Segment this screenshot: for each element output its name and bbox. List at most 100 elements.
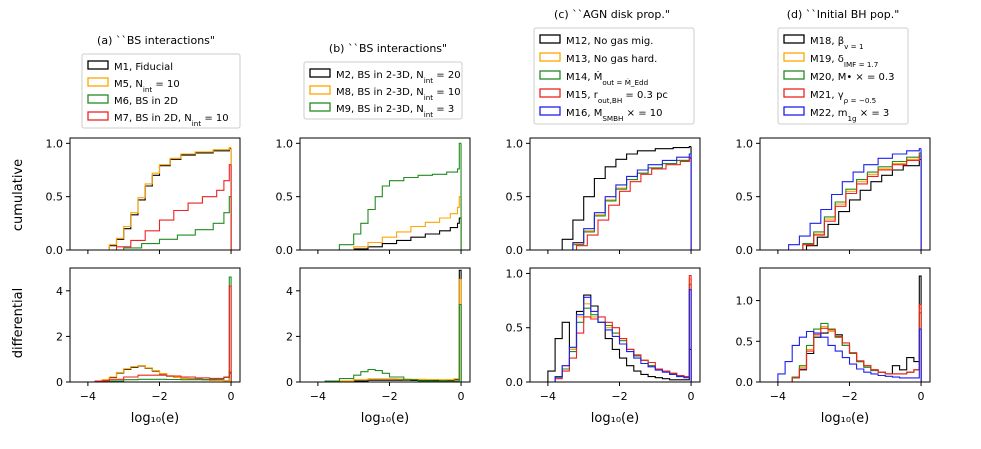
cumulative-series-line [792,153,922,251]
panel-d: (d) ``Initial BH pop." M18, βv = 1 M19, δI… [736,8,931,426]
cumulative-axes: 0.0 0.5 1.0 [46,137,241,257]
y-tick-label: 0.0 [506,244,524,257]
differential-axes: 0.0 0.5 1.0 −4 −2 0 log₁₀(e) [736,267,931,426]
differential-series-line [791,304,922,382]
legend-entry: M21, γρ = −0.5 [810,90,876,105]
differential-series-line [94,276,232,383]
x-tick-label: 0 [688,390,695,403]
legend-entry: M13, No gas hard. [566,54,657,65]
x-axis-label: log₁₀(e) [821,411,869,426]
panel-c: (c) ``AGN disk prop." M12, No gas mig. M13… [506,8,701,426]
cumulative-frame [299,137,471,251]
legend-entry: M14, Ṁout = Ṁ_Edd [566,70,648,87]
y-tick-label: 1.0 [506,267,524,280]
cumulative-series-line [98,147,232,251]
legend-swatch [309,85,331,95]
cumulative-frame [759,137,931,251]
ylabel-differential: differential [11,288,26,358]
legend-entry: M16, MSMBH × = 10 [566,108,663,123]
legend-swatch [87,111,109,121]
cumulative-axes: 0.0 0.5 1.0 [506,137,701,257]
x-tick-label: −4 [540,390,556,403]
legend-frame [81,53,241,129]
legend-swatch [87,94,109,104]
legend-entry: M22, m1g × = 3 [810,108,889,123]
legend-swatch [309,68,331,78]
legend-entry: M2, BS in 2-3D, Nint = 20 [336,70,461,85]
cumulative-frame [529,137,701,251]
differential-axes: 0 2 4 −4 −2 0 log₁₀(e) [286,267,471,426]
panel-title: (b) ``BS interactions" [329,42,447,55]
differential-series-line [554,275,692,382]
legend-entry: M7, BS in 2D, Nint = 10 [114,113,229,128]
differential-series-line [554,278,692,382]
panel-title: (c) ``AGN disk prop." [554,8,670,21]
legend-swatch [539,70,561,80]
cumulative-series-line [98,148,232,251]
legend: M2, BS in 2-3D, Nint = 20 M8, BS in 2-3D,… [303,61,463,120]
x-tick-label: −4 [80,390,96,403]
legend-entry: M9, BS in 2-3D, Nint = 3 [336,104,454,119]
cumulative-series-line [777,148,922,251]
legend-swatch [309,102,331,112]
legend-frame [303,61,463,120]
x-tick-label: 0 [458,390,465,403]
differential-frame [529,267,701,383]
y-tick-label: 0 [56,376,63,389]
legend-frame [777,27,909,125]
legend-entry: M12, No gas mig. [566,36,653,47]
legend-entry: M5, Nint = 10 [114,79,180,94]
x-tick-label: 0 [918,390,925,403]
cumulative-series-line [792,152,922,251]
differential-series-line [324,278,462,383]
legend-swatch [87,60,109,70]
legend-swatch [783,106,805,116]
differential-frame [759,267,931,383]
y-tick-label: 0.0 [46,244,64,257]
legend-swatch [87,77,109,87]
ylabel-cumulative: cumulative [11,159,26,231]
panel-title: (d) ``Initial BH pop." [787,8,900,21]
panel-b: (b) ``BS interactions" M2, BS in 2-3D, Ni… [276,42,471,426]
y-tick-label: 0.0 [736,376,754,389]
differential-series-line [791,312,922,382]
x-tick-label: −2 [611,390,627,403]
y-tick-label: 0 [286,376,293,389]
legend-entry: M15, rout,BH = 0.3 pc [566,90,668,105]
y-tick-label: 1.0 [736,295,754,308]
cumulative-series-line [339,196,462,251]
cumulative-series-line [562,157,692,251]
differential-series-line [324,269,462,383]
cumulative-series-line [565,157,692,251]
y-tick-label: 0.0 [276,244,294,257]
cumulative-series-line [792,155,922,251]
legend-swatch [783,34,805,44]
x-axis-label: log₁₀(e) [131,411,179,426]
y-tick-label: 1.0 [276,137,294,150]
x-tick-label: −4 [770,390,786,403]
x-axis-label: log₁₀(e) [361,411,409,426]
y-tick-label: 2 [56,330,63,343]
x-axis-label: log₁₀(e) [591,411,639,426]
cumulative-series-line [105,196,232,251]
differential-series-line [324,303,462,382]
legend-entry: M20, M• × = 0.3 [810,72,894,83]
legend-entry: M8, BS in 2-3D, Nint = 10 [336,87,461,102]
legend: M18, βv = 1 M19, δIMF = 1.7 M20, M• × = 0.… [777,27,909,125]
differential-series-line [777,328,922,382]
differential-series-line [554,289,692,382]
y-tick-label: 4 [286,285,293,298]
legend-frame [533,27,695,125]
y-tick-label: 0.0 [736,244,754,257]
cumulative-axes: 0.0 0.5 1.0 [736,137,931,257]
y-tick-label: 2 [286,330,293,343]
cumulative-series-line [102,164,232,251]
legend: M1, Fiducial M5, Nint = 10 M6, BS in 2D M7,… [81,53,241,129]
legend-swatch [539,88,561,98]
differential-axes: 0.0 0.5 1.0 −4 −2 0 log₁₀(e) [506,267,701,426]
legend-swatch [539,106,561,116]
y-tick-label: 1.0 [506,137,524,150]
legend-entry: M18, βv = 1 [810,36,864,51]
y-tick-label: 0.5 [506,191,524,204]
